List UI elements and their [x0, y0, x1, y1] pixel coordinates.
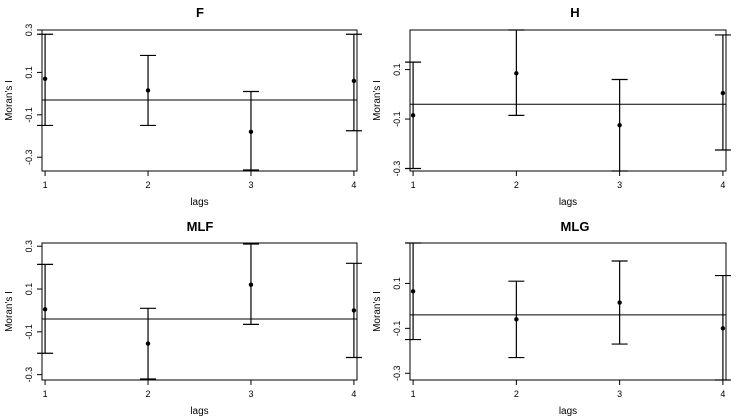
x-tick-label: 1	[43, 180, 48, 190]
point-lag-3	[617, 123, 622, 128]
point-lag-4	[351, 308, 357, 313]
y-axis-label: Moran's I	[4, 291, 15, 332]
x-tick-label: 1	[411, 180, 416, 190]
point-lag-2	[514, 71, 519, 76]
y-tick-label: -0.3	[24, 149, 34, 165]
y-axis-label: Moran's I	[372, 80, 383, 121]
point-lag-1	[42, 307, 48, 312]
x-tick-label: 1	[411, 389, 416, 399]
x-tick-label: 4	[351, 180, 356, 190]
x-tick-label: 3	[248, 180, 253, 190]
y-axis-label: Moran's I	[372, 291, 383, 332]
x-tick-label: 3	[617, 180, 622, 190]
point-lag-1	[410, 113, 416, 118]
y-tick-label: 0.1	[392, 63, 402, 76]
point-lag-3	[248, 282, 254, 287]
x-tick-label: 2	[514, 180, 519, 190]
x-tick-label: 2	[146, 180, 151, 190]
y-tick-label: -0.3	[392, 366, 402, 382]
y-tick-label: 0.1	[24, 66, 34, 79]
x-tick-label: 3	[248, 389, 253, 399]
plot-frame	[41, 29, 358, 172]
y-tick-label: -0.1	[24, 324, 34, 340]
plot-frame	[409, 29, 727, 172]
x-axis-label: lags	[190, 406, 208, 417]
x-axis-label: lags	[190, 197, 208, 208]
y-tick-label: 0.1	[392, 277, 402, 290]
point-lag-2	[145, 341, 151, 346]
x-tick-label: 4	[720, 389, 725, 399]
x-tick-label: 4	[720, 180, 725, 190]
panel-title: H	[570, 5, 579, 20]
panel-h: H Moran's I lags 1 2 3 4 0.1 -0.1 -0.3	[372, 5, 731, 208]
x-tick-label: 1	[43, 389, 48, 399]
x-tick-label: 4	[351, 389, 356, 399]
y-axis-label: Moran's I	[4, 80, 15, 121]
x-tick-label: 3	[617, 389, 622, 399]
x-axis-label: lags	[559, 197, 577, 208]
point-lag-4	[351, 78, 357, 84]
panel-mlf: MLF Moran's I lags 1 2 3 4 0.3 0.1 -0.1 -0.3	[4, 219, 362, 417]
y-tick-label: -0.1	[392, 111, 402, 127]
point-lag-3	[248, 129, 254, 134]
panel-mlg: MLG Moran's I lags 1 2 3 4 0.1 -0.1 -0.3	[372, 219, 731, 417]
y-tick-label: -0.3	[392, 161, 402, 177]
x-tick-label: 2	[514, 389, 519, 399]
panel-title: MLF	[187, 219, 214, 234]
y-tick-label: 0.1	[24, 283, 34, 296]
point-lag-4	[720, 90, 726, 96]
panel-title: F	[196, 5, 204, 20]
point-lag-1	[410, 289, 416, 294]
panel-f: F Moran's I lags 1 2 3 4 0.3 0.1 -0.1 -0.3	[4, 5, 362, 208]
point-lag-2	[145, 88, 151, 93]
point-lag-3	[617, 300, 622, 305]
x-axis-label: lags	[559, 406, 577, 417]
y-tick-label: -0.1	[24, 107, 34, 123]
y-tick-label: -0.3	[24, 367, 34, 383]
plot-frame	[409, 242, 727, 381]
y-tick-label: 0.3	[24, 240, 34, 253]
point-lag-2	[514, 317, 519, 322]
y-tick-label: 0.3	[24, 24, 34, 37]
point-lag-4	[720, 326, 726, 331]
y-tick-label: -0.1	[392, 321, 402, 337]
plot-frame	[41, 242, 358, 381]
point-lag-1	[42, 76, 48, 81]
panel-title: MLG	[561, 219, 590, 234]
x-tick-label: 2	[146, 389, 151, 399]
